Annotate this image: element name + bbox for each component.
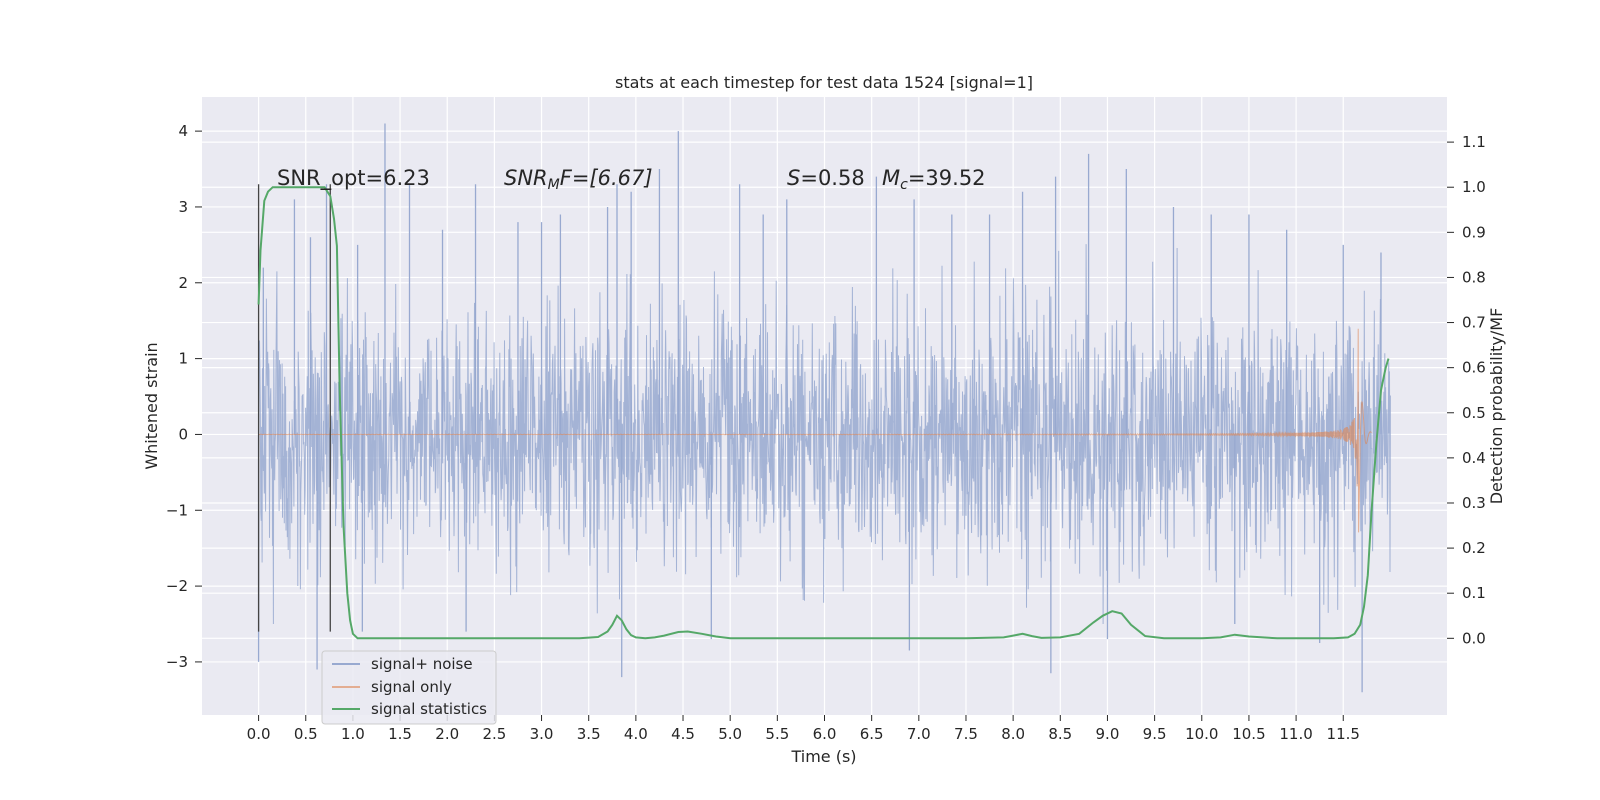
x-tick-label-8: 4.0: [624, 725, 648, 743]
x-tick-label-0: 0.0: [247, 725, 271, 743]
y2-tick-label-2: 0.9: [1462, 223, 1486, 241]
legend-label-stats: signal statistics: [371, 700, 487, 718]
y-tick-label-0: 4: [178, 122, 188, 140]
y-axis-label: Whitened strain: [142, 342, 161, 469]
y2-tick-label-6: 0.5: [1462, 404, 1486, 422]
legend-label-noise: signal+ noise: [371, 655, 473, 673]
y2-tick-label-4: 0.7: [1462, 314, 1486, 332]
x-tick-label-19: 9.5: [1143, 725, 1167, 743]
annotation-mc-sub: c: [900, 177, 908, 193]
y2-tick-label-11: 0.0: [1462, 629, 1486, 647]
y2-tick-label-1: 1.0: [1462, 178, 1486, 196]
legend-box: [321, 650, 497, 725]
legend-label-signal: signal only: [371, 678, 452, 696]
y2-tick-label-9: 0.2: [1462, 539, 1486, 557]
x-tick-label-18: 9.0: [1096, 725, 1120, 743]
annotation-s-value: =0.58: [800, 166, 864, 190]
y-tick-label-5: −1: [166, 501, 188, 519]
series-noise-line: [258, 244, 1391, 625]
x-tick-label-11: 5.5: [765, 725, 789, 743]
annotation-s: S=0.58: [787, 166, 865, 190]
y-tick-label-6: −2: [166, 577, 188, 595]
x-tick-label-15: 7.5: [954, 725, 978, 743]
legend: signal+ noise signal only signal statist…: [321, 650, 497, 725]
x-tick-label-4: 2.0: [435, 725, 459, 743]
annotation-mc-base: M: [882, 166, 900, 190]
annotation-mc: Mc=39.52: [882, 166, 986, 193]
x-tick-label-22: 11.0: [1279, 725, 1312, 743]
y2-tick-label-7: 0.4: [1462, 449, 1486, 467]
x-tick-label-7: 3.5: [577, 725, 601, 743]
y2-tick-label-8: 0.3: [1462, 494, 1486, 512]
x-tick-label-23: 11.5: [1327, 725, 1360, 743]
x-tick-label-10: 5.0: [718, 725, 742, 743]
y2-tick-label-3: 0.8: [1462, 268, 1486, 286]
x-tick-label-6: 3.0: [530, 725, 554, 743]
annotation-snr-mf-base: SNR: [504, 166, 548, 190]
annotation-snr-mf-sub: M: [548, 177, 560, 193]
x-tick-label-20: 10.0: [1185, 725, 1218, 743]
x-tick-label-13: 6.5: [860, 725, 884, 743]
y2-axis-label: Detection probability/MF: [1487, 308, 1506, 505]
series-stats-line: [257, 186, 1390, 640]
y-tick-label-7: −3: [166, 653, 188, 671]
series-signal-line: [258, 328, 1372, 533]
y-tick-label-4: 0: [178, 425, 188, 443]
y-tick-label-1: 3: [178, 198, 188, 216]
x-tick-label-5: 2.5: [482, 725, 506, 743]
x-tick-label-12: 6.0: [813, 725, 837, 743]
annotation-s-label: S: [787, 166, 800, 190]
y2-tick-label-0: 1.1: [1462, 133, 1486, 151]
x-tick-label-1: 0.5: [294, 725, 318, 743]
x-tick-label-9: 4.5: [671, 725, 695, 743]
chart-title: stats at each timestep for test data 152…: [615, 73, 1033, 92]
x-tick-label-21: 10.5: [1232, 725, 1265, 743]
annotation-snr-mf: SNRMF=[6.67]: [504, 166, 653, 193]
y-tick-label-2: 2: [178, 274, 188, 292]
y-tick-label-3: 1: [178, 350, 188, 368]
annotation-mc-value: =39.52: [908, 166, 986, 190]
x-tick-label-14: 7.0: [907, 725, 931, 743]
annotation-snr-opt: SNR_opt=6.23: [277, 166, 430, 191]
x-tick-label-16: 8.0: [1001, 725, 1025, 743]
y2-tick-label-5: 0.6: [1462, 359, 1486, 377]
x-axis-label: Time (s): [790, 747, 856, 766]
x-tick-label-3: 1.5: [388, 725, 412, 743]
annotation-snr-mf-rest: F=[6.67]: [560, 166, 653, 190]
y2-tick-label-10: 0.1: [1462, 584, 1486, 602]
x-tick-label-17: 8.5: [1048, 725, 1072, 743]
x-tick-label-2: 1.0: [341, 725, 365, 743]
